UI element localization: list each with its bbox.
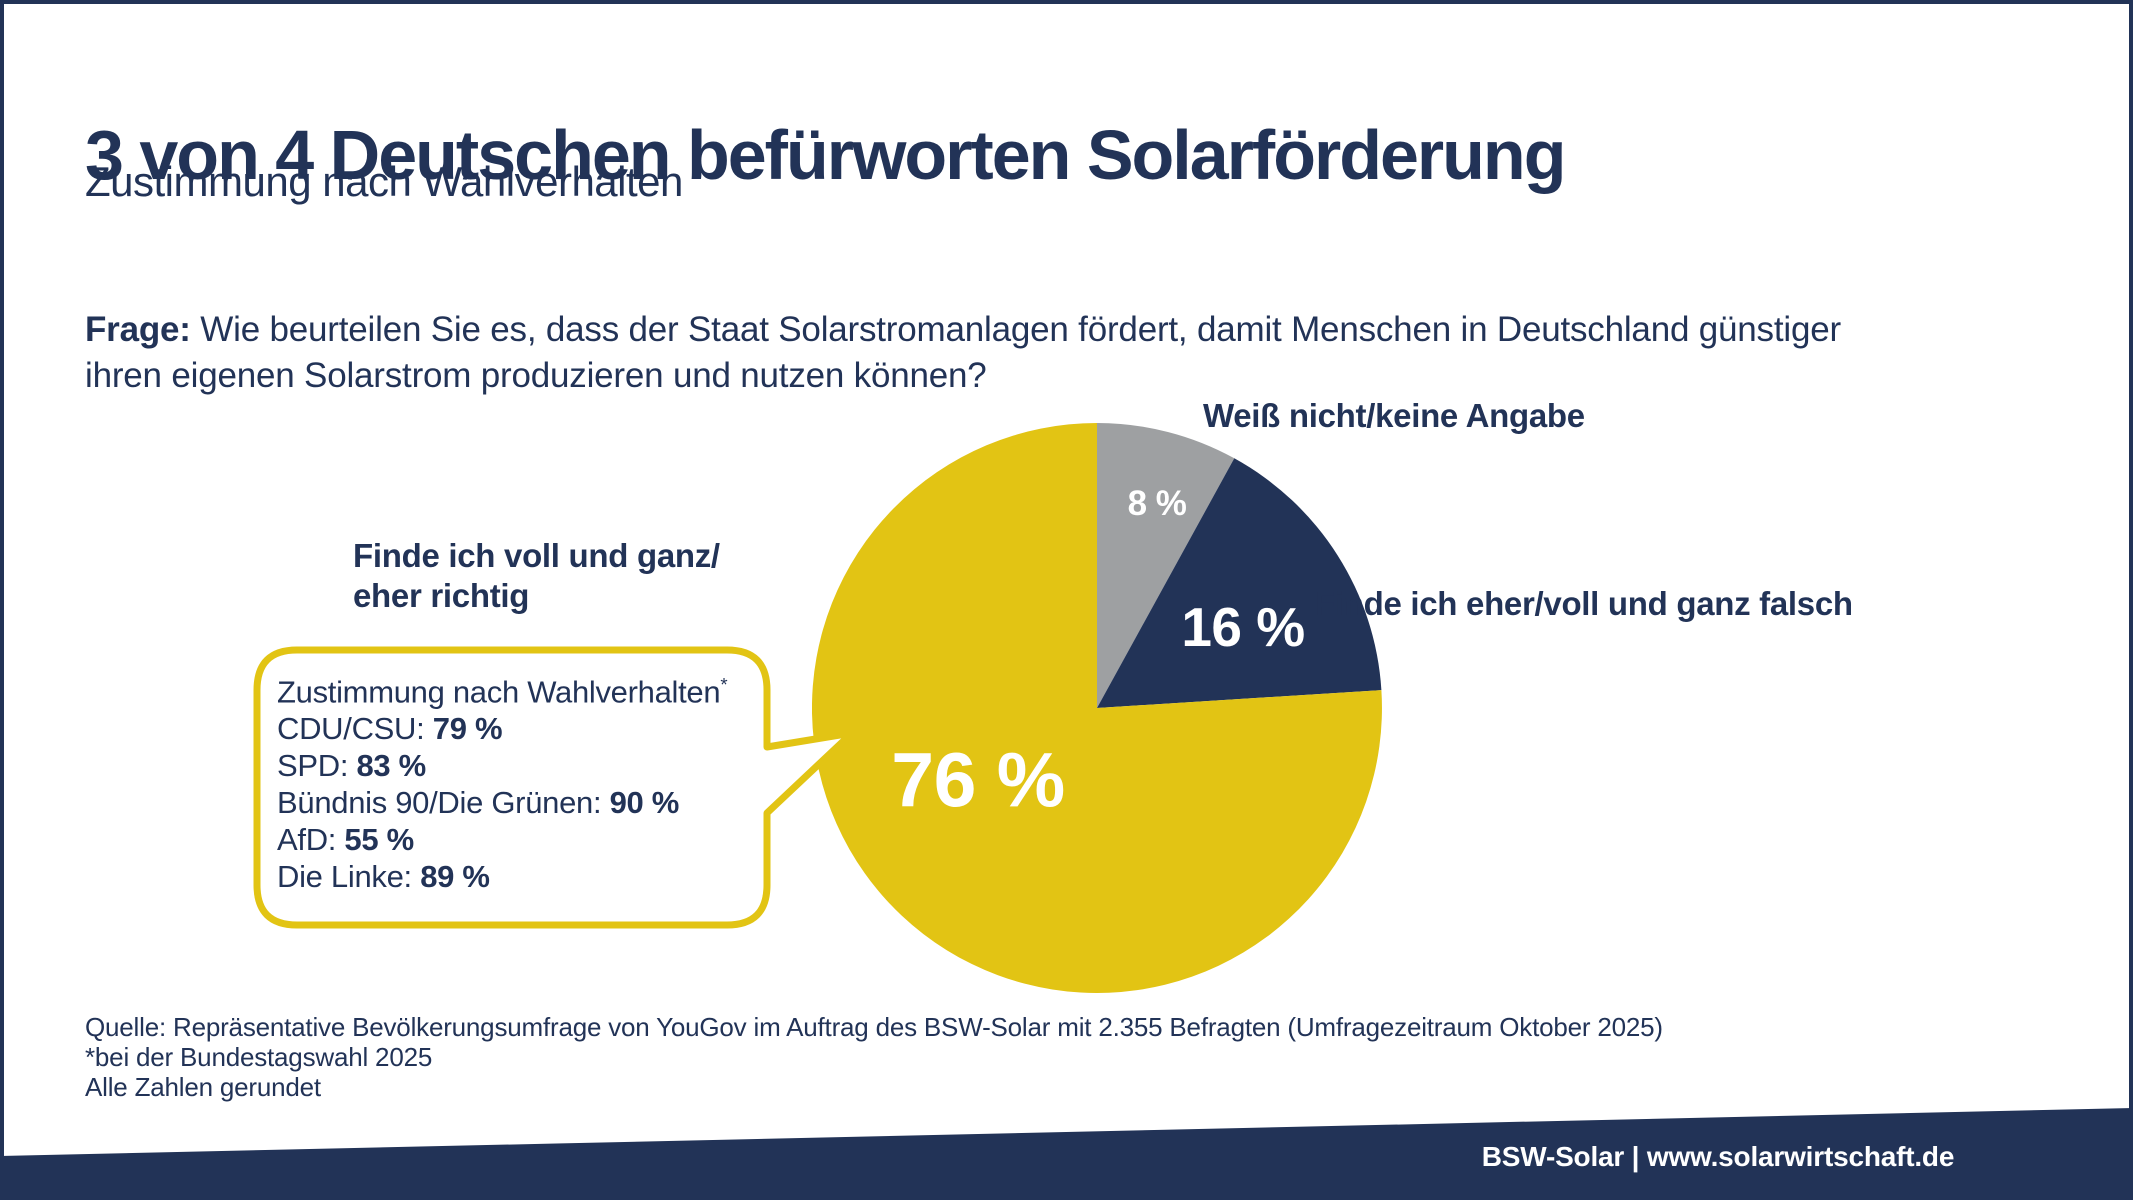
pie-slice-unknown bbox=[1097, 423, 1235, 708]
callout-row: AfD: 55 % bbox=[277, 821, 747, 858]
callout-row: Die Linke: 89 % bbox=[277, 858, 747, 895]
question-text: Wie beurteilen Sie es, dass der Staat So… bbox=[85, 310, 1841, 395]
footnote-line: *bei der Bundestagswahl 2025 bbox=[85, 1042, 433, 1072]
party-label: Bündnis 90/Die Grünen: bbox=[277, 785, 602, 821]
party-value: 89 % bbox=[420, 859, 490, 895]
rounding-note: Alle Zahlen gerundet bbox=[85, 1072, 321, 1102]
page-subtitle: Zustimmung nach Wahlverhalten bbox=[85, 158, 683, 205]
slice-value-approve: 76 % bbox=[891, 737, 1065, 824]
slice-label-approve-line1: Finde ich voll und ganz/ bbox=[353, 537, 720, 574]
callout-content: Zustimmung nach Wahlverhalten* CDU/CSU: … bbox=[277, 666, 747, 895]
party-value: 83 % bbox=[356, 748, 426, 784]
party-value: 79 % bbox=[432, 711, 503, 747]
page-title: 3 von 4 Deutschen befürworten Solarförde… bbox=[85, 115, 1566, 194]
slice-label-approve-line2: eher richtig bbox=[353, 577, 530, 614]
slice-value-unknown: 8 % bbox=[1127, 484, 1187, 523]
party-value: 90 % bbox=[609, 785, 680, 821]
slice-label-unknown: Weiß nicht/keine Angabe bbox=[1203, 397, 1585, 434]
source-line: Quelle: Repräsentative Bevölkerungsumfra… bbox=[85, 1012, 1663, 1042]
pie-chart bbox=[812, 423, 1382, 993]
footer-brand: BSW-Solar | www.solarwirtschaft.de bbox=[1481, 1141, 1955, 1172]
party-label: AfD: bbox=[277, 822, 337, 858]
question-label: Frage: bbox=[85, 310, 191, 349]
footnote-marker: * bbox=[720, 674, 728, 695]
slice-value-oppose: 16 % bbox=[1181, 596, 1305, 658]
survey-question: Frage: Wie beurteilen Sie es, dass der S… bbox=[85, 307, 1905, 399]
slice-label-approve: Finde ich voll und ganz/ eher richtig bbox=[353, 536, 720, 616]
callout-row: SPD: 83 % bbox=[277, 747, 747, 784]
party-label: CDU/CSU: bbox=[277, 711, 425, 747]
party-label: Die Linke: bbox=[277, 859, 412, 895]
callout-row: CDU/CSU: 79 % bbox=[277, 710, 747, 747]
slice-label-oppose: Finde ich eher/voll und ganz falsch bbox=[1315, 585, 1853, 622]
party-label: SPD: bbox=[277, 748, 349, 784]
callout-row: Bündnis 90/Die Grünen: 90 % bbox=[277, 784, 747, 821]
pie-slice-oppose bbox=[1097, 458, 1382, 708]
party-value: 55 % bbox=[344, 822, 414, 858]
source-note: Quelle: Repräsentative Bevölkerungsumfra… bbox=[85, 1012, 1663, 1102]
callout-title: Zustimmung nach Wahlverhalten* bbox=[277, 674, 728, 710]
pie-slice-approve bbox=[812, 423, 1382, 993]
